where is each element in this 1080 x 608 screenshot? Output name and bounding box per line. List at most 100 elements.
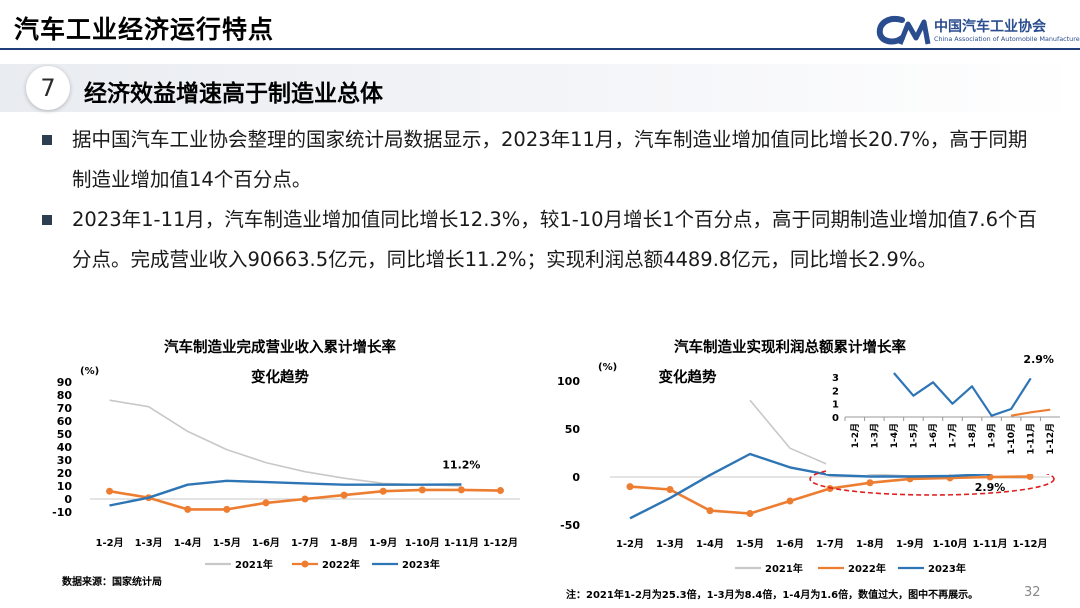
chart1-legend-2022-marker <box>301 560 309 568</box>
chart2-y-tick: -50 <box>560 519 580 532</box>
header-divider <box>0 48 1080 50</box>
chart2-x-tick: 1-12月 <box>1012 538 1047 550</box>
chart2-x-tick: 1-9月 <box>896 538 924 550</box>
caam-logo-icon <box>876 16 931 45</box>
chart2-highlight-ellipse <box>809 462 1055 496</box>
chart2-x-tick: 1-4月 <box>696 538 724 550</box>
chart2-x-tick: 1-3月 <box>656 538 684 550</box>
chart2-footnote: 注：2021年1-2月为25.3倍，1-3月为8.4倍，1-4月为1.6倍，数值… <box>566 590 979 601</box>
chart2-legend: 2021年 2022年 2023年 <box>735 562 966 575</box>
chart2-title: 汽车制造业实现利润总额累计增长率 变化趋势 <box>590 333 990 393</box>
chart2-inset-annotation: 2.9% <box>1023 355 1054 366</box>
bullet-item: 2023年1-11月，汽车制造业增加值同比增长12.3%，较1-10月增长1个百… <box>42 200 1042 280</box>
chart1-x-tick: 1-12月 <box>483 537 518 549</box>
chart1-y-tick: 50 <box>57 428 73 441</box>
chart2-inset-x-tick: 1-5月 <box>908 423 919 448</box>
chart2-x-tick: 1-10月 <box>932 538 967 550</box>
chart2-legend-2021-label: 2021年 <box>765 562 803 575</box>
chart1-series-2022-point <box>301 495 309 503</box>
chart2-series-2022-point <box>706 507 714 515</box>
chart2-title-line1: 汽车制造业实现利润总额累计增长率 <box>674 340 906 356</box>
chart1-y-tick: 20 <box>57 467 73 480</box>
section-band <box>0 64 1080 112</box>
chart2-title-line2: 变化趋势 <box>658 370 717 386</box>
chart1-legend-2021-label: 2021年 <box>235 558 273 571</box>
bullet-text: 据中国汽车工业协会整理的国家统计局数据显示，2023年11月，汽车制造业增加值同… <box>72 128 1028 191</box>
chart1-x-tick: 1-9月 <box>369 537 397 549</box>
chart1-x-tick: 1-10月 <box>405 537 440 549</box>
chart1-x-tick: 1-7月 <box>291 537 319 549</box>
chart1-series-2021-line <box>109 399 462 487</box>
chart2-inset-x-tick: 1-7月 <box>948 423 959 448</box>
chart1-series-2022-point <box>418 486 426 494</box>
logo-name-cn: 中国汽车工业协会 <box>934 19 1046 35</box>
page-number: 32 <box>1024 585 1041 600</box>
bullet-square-icon <box>42 215 52 225</box>
chart2-unit-label: (%) <box>598 362 617 373</box>
chart1-legend-2023-label: 2023年 <box>402 558 440 571</box>
chart2-y-tick: 0 <box>572 471 580 484</box>
chart2-legend-2023-label: 2023年 <box>928 562 966 575</box>
chart2-inset-x-tick: 1-12月 <box>1045 423 1056 455</box>
chart2-series-2022-point <box>786 497 794 505</box>
chart2-inset-series-2022-line <box>1010 408 1051 417</box>
chart2-x-tick: 1-7月 <box>816 538 844 550</box>
section-title: 经济效益增速高于制造业总体 <box>84 81 383 107</box>
chart2-y-tick: 50 <box>565 423 581 436</box>
chart1-series-2022-point <box>106 487 114 495</box>
chart2-x-tick: 1-11月 <box>972 538 1007 550</box>
chart2-y-tick: 100 <box>557 375 580 388</box>
chart2-series-2022-point <box>626 483 634 491</box>
chart1-y-tick: 10 <box>57 480 73 493</box>
chart1-series-2022-point <box>496 487 504 495</box>
chart2-inset-background <box>826 362 1066 474</box>
chart1-title-line2: 变化趋势 <box>251 370 309 386</box>
chart1-x-tick: 1-2月 <box>96 537 124 549</box>
chart1-series-2022-point <box>262 499 270 507</box>
caam-logo: 中国汽车工业协会 China Association of Automobile… <box>876 14 1080 48</box>
bullet-square-icon <box>42 135 52 145</box>
chart1-legend-2022-label: 2022年 <box>322 558 360 571</box>
chart1-x-tick: 1-8月 <box>330 537 358 549</box>
chart2-x-tick: 1-5月 <box>736 538 764 550</box>
chart2-annotation: 2.9% <box>975 481 1006 494</box>
chart2-inset-y-tick: 1 <box>832 400 839 411</box>
chart2-x-tick: 1-2月 <box>616 538 644 550</box>
chart1-series-2022-point <box>457 486 465 494</box>
chart2-series-2022-point <box>1026 473 1034 481</box>
chart2-inset-x-tick: 1-2月 <box>850 423 861 448</box>
chart2-inset-x-tick: 1-9月 <box>987 423 998 448</box>
chart1-y-tick: 60 <box>57 415 73 428</box>
logo-name-en: China Association of Automobile Manufact… <box>934 35 1080 43</box>
chart1-x-tick: 1-6月 <box>252 537 280 549</box>
data-source-note: 数据来源：国家统计局 <box>62 577 162 588</box>
chart2-legend-2022-label: 2022年 <box>848 562 886 575</box>
bullet-text: 2023年1-11月，汽车制造业增加值同比增长12.3%，较1-10月增长1个百… <box>72 208 1038 271</box>
chart1-title: 汽车制造业完成营业收入累计增长率 变化趋势 <box>80 333 480 393</box>
chart2-inset-series-2023-line <box>893 372 1032 417</box>
bullet-item: 据中国汽车工业协会整理的国家统计局数据显示，2023年11月，汽车制造业增加值同… <box>42 120 1042 200</box>
chart2-inset-x-tick: 1-11月 <box>1026 423 1037 455</box>
chart1-series-2023-line <box>109 479 462 507</box>
chart2-inset-y-tick: 3 <box>832 373 839 384</box>
chart1-annotation: 11.2% <box>442 458 480 471</box>
page-title: 汽车工业经济运行特点 <box>14 15 275 44</box>
chart1-x-tick: 1-3月 <box>135 537 163 549</box>
chart1-title-line1: 汽车制造业完成营业收入累计增长率 <box>164 340 396 356</box>
chart2-series-2022-point <box>746 509 754 517</box>
chart2-series-2022-line <box>629 475 1031 515</box>
chart2-inset-x-tick: 1-10月 <box>1006 423 1017 455</box>
chart1-y-tick: 30 <box>57 454 73 467</box>
chart2-series-2022-point <box>666 485 674 493</box>
chart1-series-2022-point <box>223 505 231 513</box>
chart1-y-tick: 0 <box>64 493 72 506</box>
chart1-series-2022-point <box>184 505 192 513</box>
chart1-y-tick: 80 <box>57 389 73 402</box>
chart1-x-tick: 1-11月 <box>444 537 479 549</box>
chart1-x-tick: 1-4月 <box>174 537 202 549</box>
chart1-y-tick: 70 <box>57 402 73 415</box>
section-number: 7 <box>26 66 70 110</box>
chart1-y-tick: -10 <box>52 506 72 519</box>
chart2-series-2023-line <box>629 452 991 520</box>
